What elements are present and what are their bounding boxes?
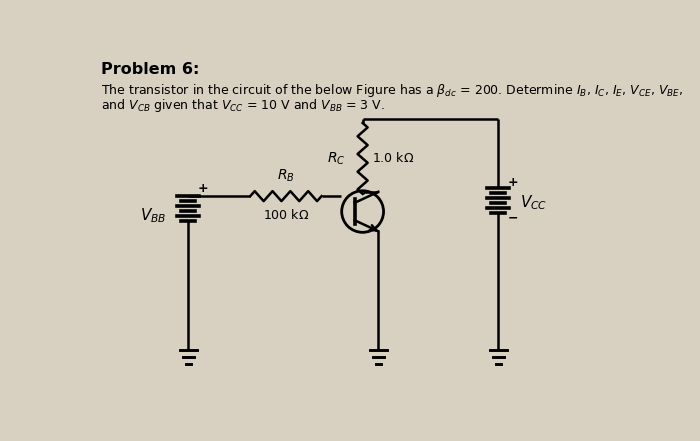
- Text: The transistor in the circuit of the below Figure has a $\beta_{dc}$ = 200. Dete: The transistor in the circuit of the bel…: [102, 82, 684, 99]
- Text: $R_B$: $R_B$: [277, 168, 295, 184]
- Text: −: −: [508, 212, 518, 224]
- Text: 100 k$\Omega$: 100 k$\Omega$: [262, 209, 309, 222]
- Text: +: +: [508, 176, 518, 189]
- Text: +: +: [197, 182, 208, 195]
- Text: and $V_{CB}$ given that $V_{CC}$ = 10 V and $V_{BB}$ = 3 V.: and $V_{CB}$ given that $V_{CC}$ = 10 V …: [102, 97, 386, 114]
- Text: $V_{BB}$: $V_{BB}$: [140, 206, 167, 225]
- Text: 1.0 k$\Omega$: 1.0 k$\Omega$: [372, 151, 414, 165]
- Text: Problem 6:: Problem 6:: [102, 62, 200, 77]
- Text: $R_C$: $R_C$: [327, 150, 346, 167]
- Text: $V_{CC}$: $V_{CC}$: [520, 193, 547, 212]
